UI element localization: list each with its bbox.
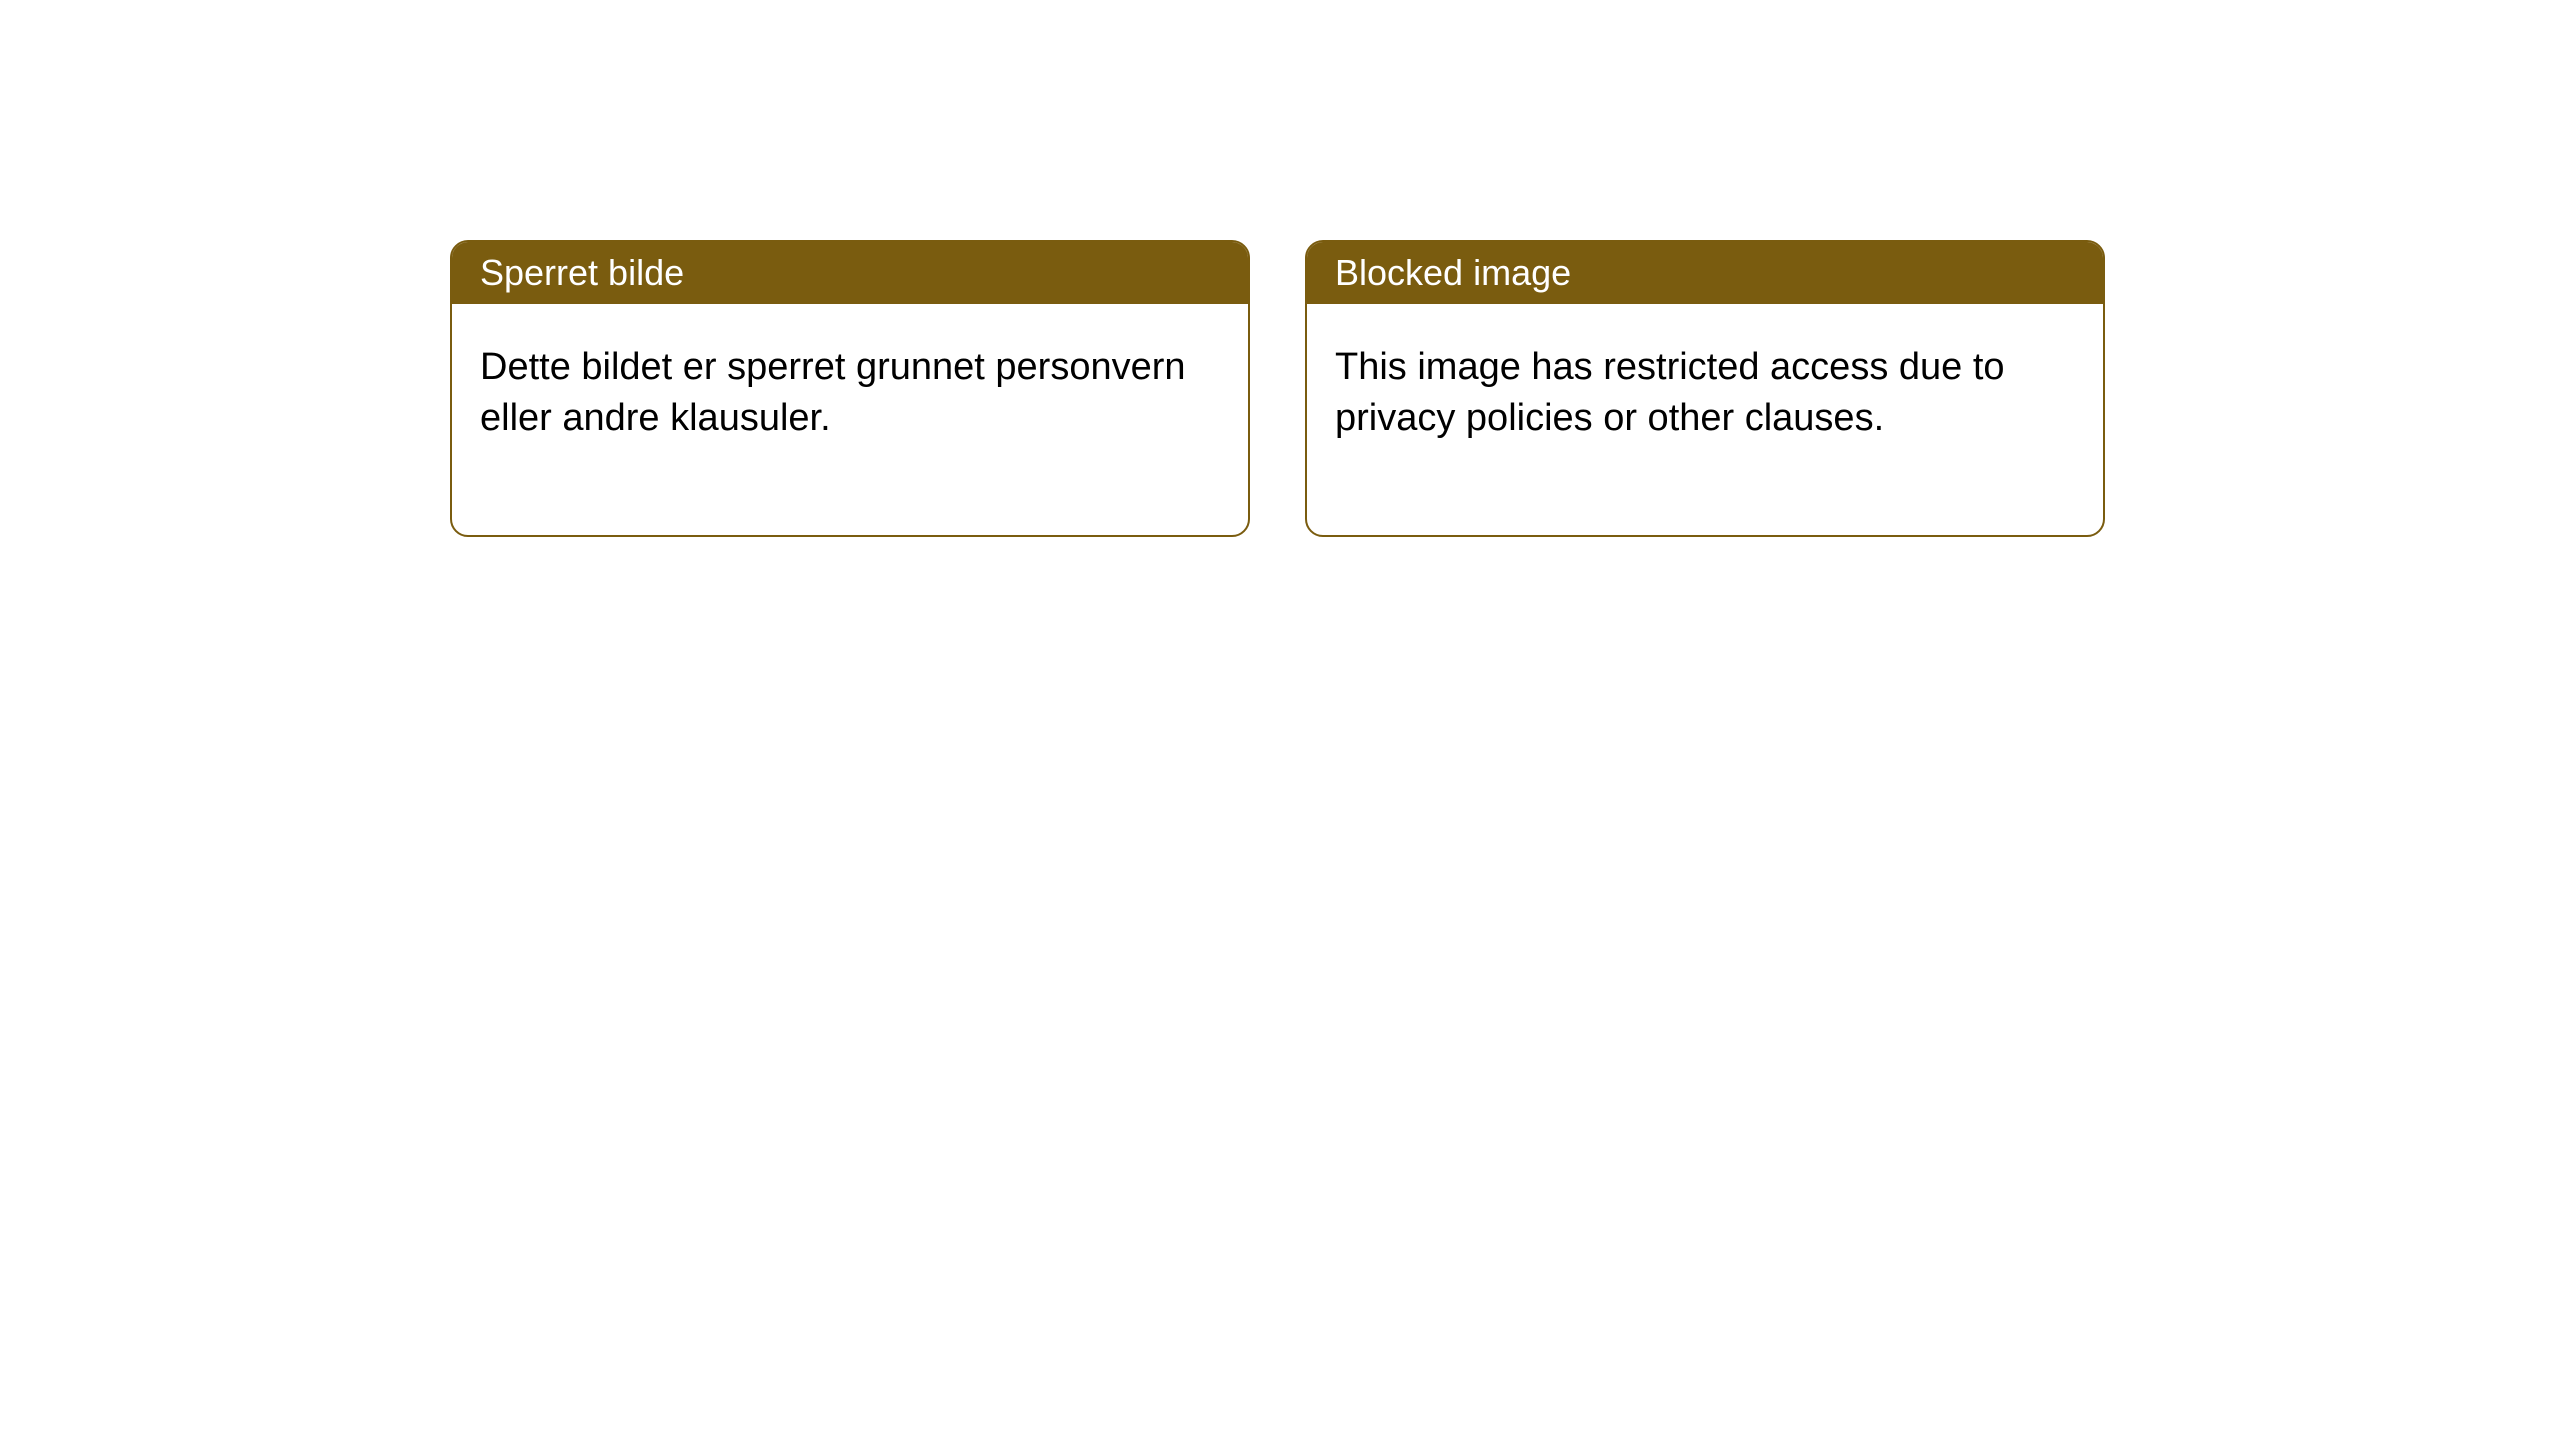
notice-body-norwegian: Dette bildet er sperret grunnet personve… [452, 304, 1248, 535]
notice-container: Sperret bilde Dette bildet er sperret gr… [0, 0, 2560, 537]
notice-card-norwegian: Sperret bilde Dette bildet er sperret gr… [450, 240, 1250, 537]
notice-card-english: Blocked image This image has restricted … [1305, 240, 2105, 537]
notice-header-english: Blocked image [1307, 242, 2103, 304]
notice-body-english: This image has restricted access due to … [1307, 304, 2103, 535]
notice-header-norwegian: Sperret bilde [452, 242, 1248, 304]
